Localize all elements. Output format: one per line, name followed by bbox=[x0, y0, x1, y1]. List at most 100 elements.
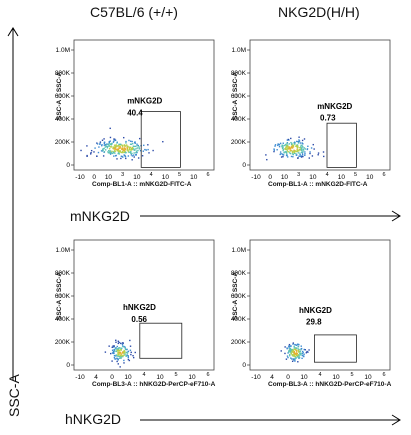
event-dot bbox=[147, 144, 149, 146]
event-dot bbox=[130, 143, 133, 145]
event-dot bbox=[117, 351, 120, 353]
row2-arrow-head bbox=[391, 414, 401, 426]
event-dot bbox=[300, 149, 302, 151]
event-dot bbox=[297, 152, 299, 154]
event-dot bbox=[112, 141, 115, 143]
event-dot bbox=[127, 355, 129, 357]
x-axis-title: Comp-BL3-A :: hNKG2D-PerCP-eF710-A bbox=[268, 381, 392, 388]
event-dot bbox=[105, 144, 107, 147]
event-dot bbox=[126, 348, 128, 351]
event-dot bbox=[118, 357, 121, 359]
x-tick-label: 5 bbox=[350, 372, 353, 378]
event-dot bbox=[116, 348, 118, 350]
event-dot bbox=[124, 150, 126, 153]
event-dot bbox=[96, 143, 99, 145]
event-dot bbox=[126, 145, 128, 147]
event-dot bbox=[103, 147, 105, 150]
event-dot bbox=[111, 360, 113, 362]
event-dot bbox=[118, 353, 120, 356]
event-dot bbox=[297, 343, 300, 346]
event-dot bbox=[289, 353, 291, 356]
x-tick-label: -10 bbox=[75, 374, 85, 381]
y-tick-label: 800K bbox=[55, 270, 71, 277]
x-tick-label: 0 bbox=[268, 174, 272, 181]
event-dot bbox=[117, 354, 119, 356]
event-dot bbox=[114, 152, 116, 154]
event-dot bbox=[292, 145, 294, 147]
event-dot bbox=[282, 144, 284, 147]
event-dot bbox=[129, 146, 131, 148]
plot-frame bbox=[73, 39, 215, 171]
event-dot bbox=[132, 145, 135, 147]
event-dot bbox=[115, 358, 117, 360]
event-dot bbox=[118, 153, 121, 155]
event-dot bbox=[122, 346, 124, 348]
x-tick-label: 0 bbox=[286, 374, 290, 381]
gate-name-label: mNKG2D bbox=[317, 102, 352, 111]
event-dot bbox=[292, 153, 295, 156]
event-dot bbox=[131, 152, 133, 155]
event-dot bbox=[133, 141, 136, 144]
event-dot bbox=[122, 156, 124, 158]
event-dot bbox=[290, 345, 292, 347]
event-dot bbox=[291, 151, 294, 154]
x-tick-label: 4 bbox=[142, 372, 145, 378]
event-dot bbox=[123, 154, 125, 156]
event-dot bbox=[122, 144, 124, 147]
event-dot bbox=[290, 149, 292, 152]
event-dot bbox=[110, 152, 112, 154]
event-dot bbox=[120, 349, 123, 351]
event-dot bbox=[301, 357, 303, 360]
event-dot bbox=[284, 151, 287, 153]
event-dot bbox=[106, 145, 108, 148]
event-dot bbox=[116, 345, 118, 348]
event-dot bbox=[133, 148, 135, 150]
event-dot bbox=[299, 148, 301, 151]
event-dot bbox=[122, 342, 124, 344]
event-dot bbox=[135, 151, 137, 154]
event-dot bbox=[283, 152, 285, 154]
event-dot bbox=[135, 153, 137, 156]
plot-frame bbox=[73, 239, 215, 371]
event-dot bbox=[113, 349, 116, 351]
event-dot bbox=[115, 154, 117, 157]
scatter-plot: 0 200K 400K 600K 800K 1.0M -10 0 10 3 10 4 10 5 10 6 mNK… bbox=[231, 39, 391, 181]
event-dot bbox=[136, 151, 138, 154]
event-dot bbox=[138, 137, 141, 140]
event-dot bbox=[116, 357, 118, 359]
event-dot bbox=[132, 147, 134, 150]
event-dot bbox=[297, 141, 299, 143]
event-dot bbox=[113, 345, 115, 347]
event-dot bbox=[290, 353, 293, 355]
event-dot bbox=[121, 155, 123, 158]
event-dot bbox=[302, 355, 305, 357]
event-dot bbox=[125, 157, 127, 160]
gate-rectangle bbox=[140, 111, 181, 168]
event-dot bbox=[286, 153, 288, 155]
event-dot bbox=[129, 140, 132, 142]
panel-wt-hnkg2d: 0 200K 400K 600K 800K 1.0M -10 4 0 10 4 10 5 10 6 hNKG2… bbox=[52, 230, 217, 400]
event-dot bbox=[297, 346, 299, 348]
event-dot bbox=[274, 145, 276, 147]
event-dot bbox=[112, 352, 114, 355]
event-dot bbox=[111, 346, 113, 349]
x-tick-label: 10 bbox=[162, 174, 170, 181]
event-dot bbox=[296, 140, 298, 143]
event-dot bbox=[121, 352, 124, 354]
y-tick-label: 0 bbox=[66, 362, 70, 369]
event-dot bbox=[125, 144, 128, 146]
x-tick-label: 6 bbox=[382, 372, 385, 378]
event-dot bbox=[120, 144, 123, 146]
plot-frame bbox=[249, 239, 391, 371]
event-dot bbox=[109, 150, 111, 153]
y-tick-label: 200K bbox=[231, 139, 247, 146]
y-axis-title: SSC-A :: SSC-A bbox=[56, 271, 63, 320]
event-dot bbox=[123, 349, 125, 352]
event-dot bbox=[290, 141, 292, 144]
event-dot bbox=[86, 145, 88, 147]
event-dot bbox=[293, 347, 295, 349]
event-dot bbox=[162, 140, 164, 143]
event-dot bbox=[300, 146, 302, 148]
event-dot bbox=[124, 346, 126, 348]
x-tick-label: 10 bbox=[366, 174, 374, 181]
